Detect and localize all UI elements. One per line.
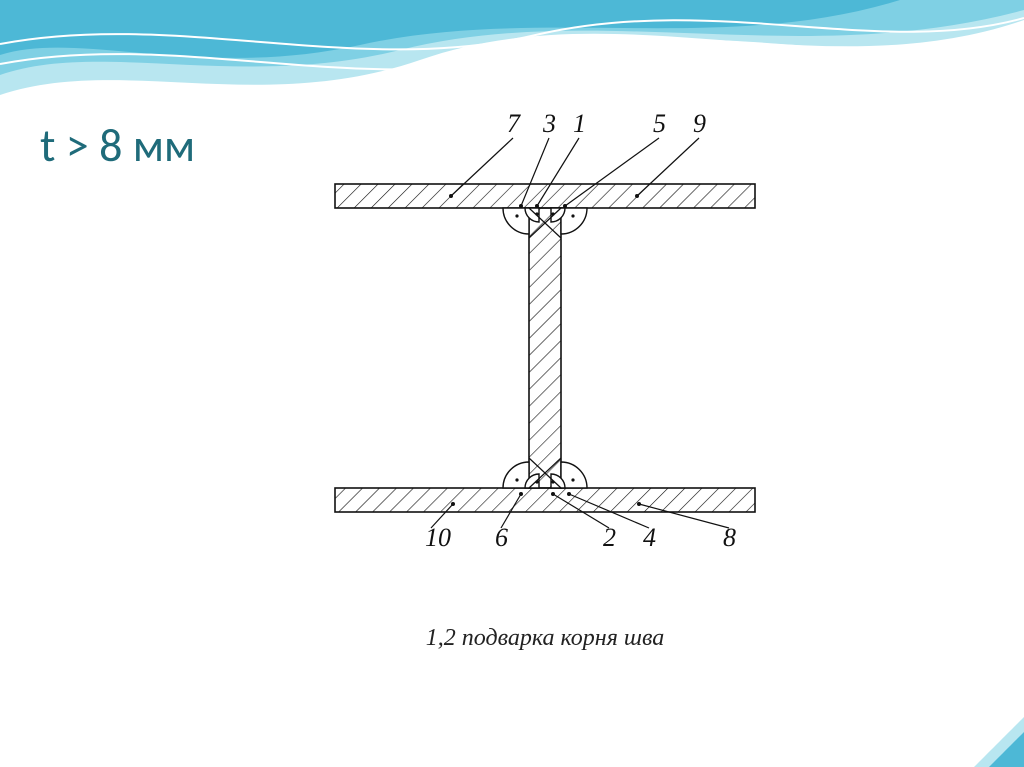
page-title: t > 8 мм	[40, 118, 195, 174]
svg-text:8: 8	[723, 523, 736, 552]
svg-text:2: 2	[603, 523, 616, 552]
svg-text:4: 4	[643, 523, 656, 552]
svg-text:5: 5	[653, 109, 666, 138]
svg-text:9: 9	[693, 109, 706, 138]
svg-text:7: 7	[507, 109, 521, 138]
svg-text:10: 10	[425, 523, 451, 552]
svg-text:3: 3	[542, 109, 556, 138]
ibeam-diagram: 731 59 10 6 24 8 1,2 подварка корня шва	[275, 100, 815, 660]
diagram-caption: 1,2 подварка корня шва	[426, 625, 664, 652]
diagram-svg: 731 59 10 6 24 8	[275, 100, 815, 600]
svg-text:6: 6	[495, 523, 508, 552]
svg-text:1: 1	[573, 109, 586, 138]
slide-stage: t > 8 мм 731 59 10 6 24 8 1,2 подварка корня …	[0, 0, 1024, 767]
corner-accent	[954, 697, 1024, 767]
